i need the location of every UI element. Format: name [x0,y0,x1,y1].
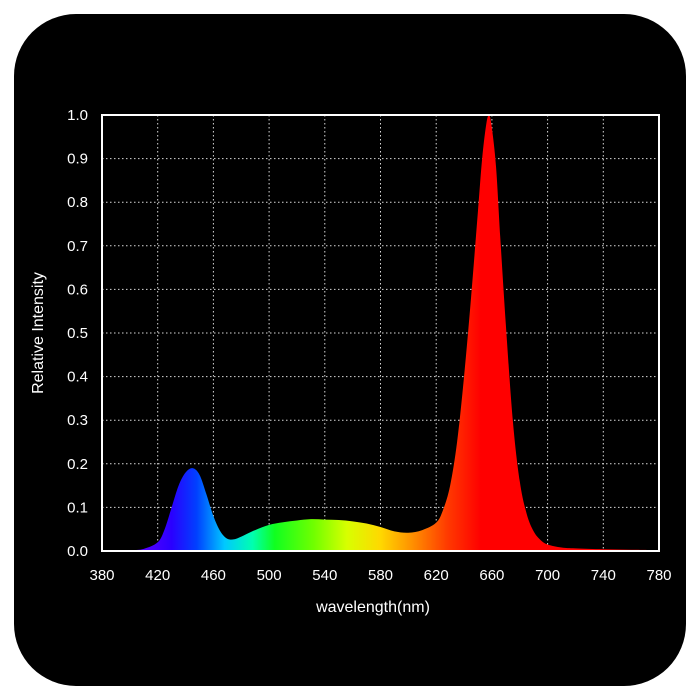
x-tick-label: 500 [257,567,282,584]
y-tick-label: 0.3 [67,412,88,429]
x-tick-label: 620 [424,567,449,584]
x-tick-label: 660 [479,567,504,584]
y-tick-label: 0.8 [67,194,88,211]
x-tick-label: 740 [591,567,616,584]
y-tick-label: 1.0 [67,107,88,124]
y-axis-ticks: 0.0 0.1 0.2 0.3 0.4 0.5 0.6 0.7 0.8 0.9 1.0 [67,107,88,560]
x-tick-label: 540 [312,567,337,584]
plot-frame [101,114,660,552]
y-tick-label: 0.7 [67,238,88,255]
y-tick-label: 0.0 [67,543,88,560]
y-tick-label: 0.9 [67,151,88,168]
x-tick-label: 780 [646,567,671,584]
x-tick-label: 420 [145,567,170,584]
x-tick-label: 580 [368,567,393,584]
y-tick-label: 0.6 [67,281,88,298]
y-tick-label: 0.1 [67,499,88,516]
y-tick-label: 0.5 [67,325,88,342]
x-tick-label: 700 [535,567,560,584]
y-tick-label: 0.4 [67,369,88,386]
y-axis-label: Relative Intensity [30,272,47,394]
chart-panel [14,14,686,686]
y-tick-label: 0.2 [67,456,88,473]
x-tick-label: 380 [89,567,114,584]
x-tick-label: 460 [201,567,226,584]
x-axis-ticks: 380 420 460 500 540 580 620 660 700 740 780 [89,567,671,584]
x-axis-label: wavelength(nm) [315,599,430,616]
